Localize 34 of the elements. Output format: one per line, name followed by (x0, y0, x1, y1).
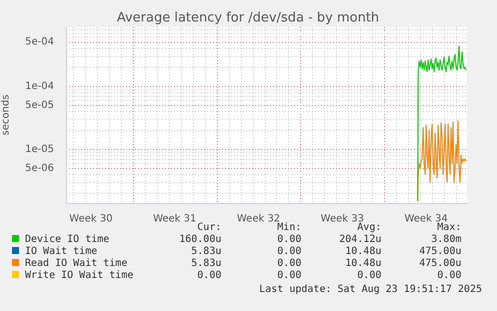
text: 5.83u (190, 258, 222, 270)
text: 0.00 (196, 270, 222, 282)
text: Max: (436, 222, 462, 234)
legend-label: Write IO Wait time (24, 270, 134, 282)
text: 0.00 (276, 270, 302, 282)
text: Avg: (356, 222, 382, 234)
text: 5.83u (190, 246, 222, 258)
text: Min: (276, 222, 302, 234)
y-axis-title: seconds (0, 94, 12, 136)
text: 0.00 (276, 246, 302, 258)
text: Cur: (197, 222, 222, 233)
legend-label: Device IO time (24, 234, 110, 246)
y-tick-label: 1e-04 (25, 80, 54, 92)
x-tick-label: Week 30 (69, 214, 113, 225)
y-tick-label: 5e-04 (25, 36, 54, 48)
text: 204.12u (338, 234, 382, 246)
text: 160.00u (178, 234, 222, 246)
text: 10.48u (344, 258, 382, 270)
text: 10.48u (344, 246, 382, 258)
legend-label: Read IO Wait time (24, 258, 128, 270)
text: 3.80m (430, 234, 462, 246)
text: Last update: Sat Aug 23 19:51:17 2025 (259, 284, 482, 295)
text: 0.00 (276, 258, 302, 270)
text: 475.00u (418, 258, 462, 270)
x-tick-label: Week 31 (153, 214, 196, 225)
chart-title: Average latency for /dev/sda - by month (116, 10, 380, 26)
text: 0.00 (356, 270, 382, 282)
y-tick-label: 5e-05 (25, 100, 54, 111)
text: 475.00u (418, 246, 462, 258)
legend-label: IO Wait time (24, 246, 98, 258)
y-tick-label: 5e-06 (25, 162, 54, 174)
y-tick-label: 1e-05 (25, 144, 54, 155)
text: 0.00 (276, 234, 302, 246)
text: 0.00 (436, 270, 462, 282)
